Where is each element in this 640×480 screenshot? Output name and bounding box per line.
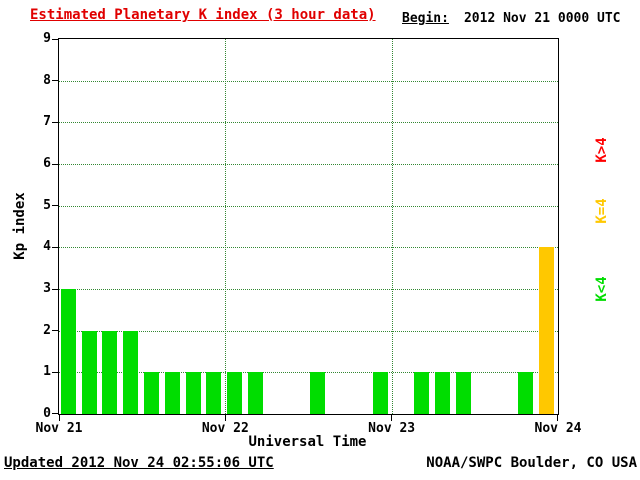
y-tick-label: 5 (43, 197, 51, 213)
y-tick (52, 163, 58, 165)
plot-area: 0 1 2 3 4 5 6 7 8 9 Nov 21 Nov 22 Nov 23 Nov 24 (36, 31, 582, 436)
begin-value: 2012 Nov 21 0000 UTC (463, 11, 621, 26)
x-day-label: Nov 21 (35, 421, 83, 436)
x-tick (391, 415, 393, 421)
legend-label: K=4 (594, 198, 610, 224)
legend-label: K>4 (594, 137, 610, 163)
y-tick-label: 9 (43, 31, 51, 46)
gridline-horizontal (59, 289, 558, 290)
gridline-horizontal (59, 330, 558, 332)
kp-bar (435, 372, 451, 414)
gridline-horizontal (59, 122, 558, 124)
x-day-label: Nov 22 (201, 421, 249, 436)
kp-bar (455, 372, 471, 414)
x-tick (59, 415, 60, 421)
kp-bar (372, 372, 388, 414)
kp-bar (144, 372, 159, 414)
y-tick (52, 205, 58, 207)
x-day-label: Nov 24 (534, 421, 582, 436)
y-tick (52, 80, 58, 82)
kp-bar (414, 372, 430, 414)
gridline-horizontal (59, 247, 558, 249)
gridline-day-boundary (225, 39, 227, 414)
y-tick-label: 8 (43, 72, 51, 88)
gridline-horizontal (59, 80, 558, 82)
kp-bar (123, 330, 139, 414)
y-tick-label: 6 (43, 156, 51, 171)
y-tick (52, 371, 58, 373)
y-tick (52, 413, 58, 414)
kp-bar (102, 330, 118, 414)
y-tick-label: 1 (43, 364, 51, 380)
y-tick (52, 330, 58, 332)
y-tick-label: 0 (43, 406, 51, 421)
gridline-horizontal (59, 164, 558, 165)
kp-bar (60, 289, 76, 414)
y-tick-label: 4 (43, 239, 51, 255)
kp-bar (518, 372, 534, 414)
y-tick-label: 2 (43, 322, 51, 338)
kp-bar (206, 372, 222, 414)
x-tick (557, 415, 558, 421)
gridline-horizontal (59, 205, 558, 207)
kp-bar (247, 372, 263, 414)
source-credit: NOAA/SWPC Boulder, CO USA (426, 455, 637, 471)
kp-bar (539, 247, 555, 414)
begin-prefix: Begin: (402, 11, 449, 26)
kp-bar (310, 372, 326, 414)
y-tick-label: 7 (43, 114, 51, 130)
y-tick (52, 288, 58, 290)
kp-bar (164, 372, 180, 414)
chart-title: Estimated Planetary K index (3 hour data… (30, 7, 376, 23)
kp-bar (185, 372, 201, 414)
y-tick (52, 121, 58, 123)
gridline-horizontal (59, 372, 558, 374)
x-axis-title: Universal Time (248, 434, 367, 450)
kp-bar (81, 330, 97, 414)
y-tick-label: 3 (43, 281, 51, 296)
begin-label: Begin: 2012 Nov 21 0000 UTC (402, 11, 621, 26)
x-day-label: Nov 23 (368, 421, 416, 436)
updated-timestamp: Updated 2012 Nov 24 02:55:06 UTC (4, 455, 274, 471)
y-tick (52, 246, 58, 248)
x-tick (224, 415, 226, 421)
legend-label: K<4 (594, 276, 610, 302)
kp-bar (227, 372, 243, 414)
y-tick (52, 39, 58, 40)
gridline-day-boundary (391, 39, 393, 414)
